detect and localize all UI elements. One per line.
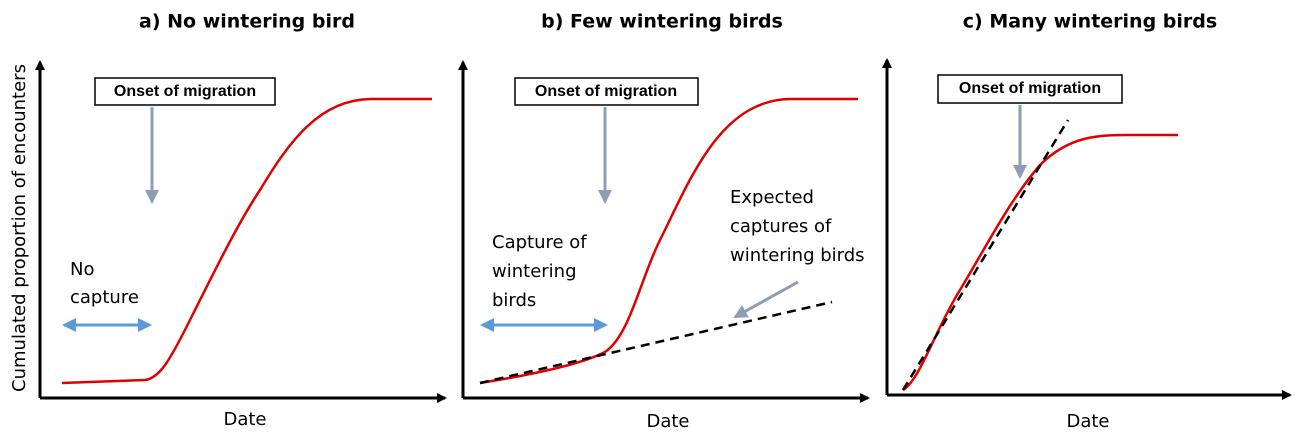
panel-title: b) Few wintering birds xyxy=(541,11,783,33)
note: capture xyxy=(70,287,139,308)
panel-title: a) No wintering bird xyxy=(139,11,355,33)
curve xyxy=(902,133,1178,392)
panel-a: a) No wintering bird Onset of migration … xyxy=(35,11,447,430)
dashed-line xyxy=(479,300,833,385)
box-label: Onset of migration xyxy=(959,80,1101,97)
curve xyxy=(479,97,858,385)
note: wintering xyxy=(492,261,577,282)
note: wintering birds xyxy=(730,245,865,266)
note: captures of xyxy=(730,216,832,237)
note: Expected xyxy=(730,187,814,208)
box xyxy=(937,74,1123,104)
dashed-line xyxy=(901,119,1070,391)
box xyxy=(94,77,276,106)
box xyxy=(514,77,699,106)
curve xyxy=(61,97,432,385)
arrow xyxy=(733,280,799,319)
panel-title: c) Many wintering birds xyxy=(963,11,1217,33)
panel-c: c) Many wintering birds Onset of migrati… xyxy=(882,11,1292,432)
x-axis-label: Date xyxy=(646,411,689,432)
note: birds xyxy=(492,290,536,311)
note: Capture of xyxy=(492,232,587,253)
box-label: Onset of migration xyxy=(114,83,256,100)
x-axis-label: Date xyxy=(223,409,266,430)
note: No xyxy=(70,259,94,280)
box-label: Onset of migration xyxy=(535,83,677,100)
panel-b: b) Few wintering birds Onset of migratio… xyxy=(458,11,870,432)
x-axis-label: Date xyxy=(1066,411,1109,432)
y-axis-label: Cumulated proportion of encounters xyxy=(9,64,30,392)
